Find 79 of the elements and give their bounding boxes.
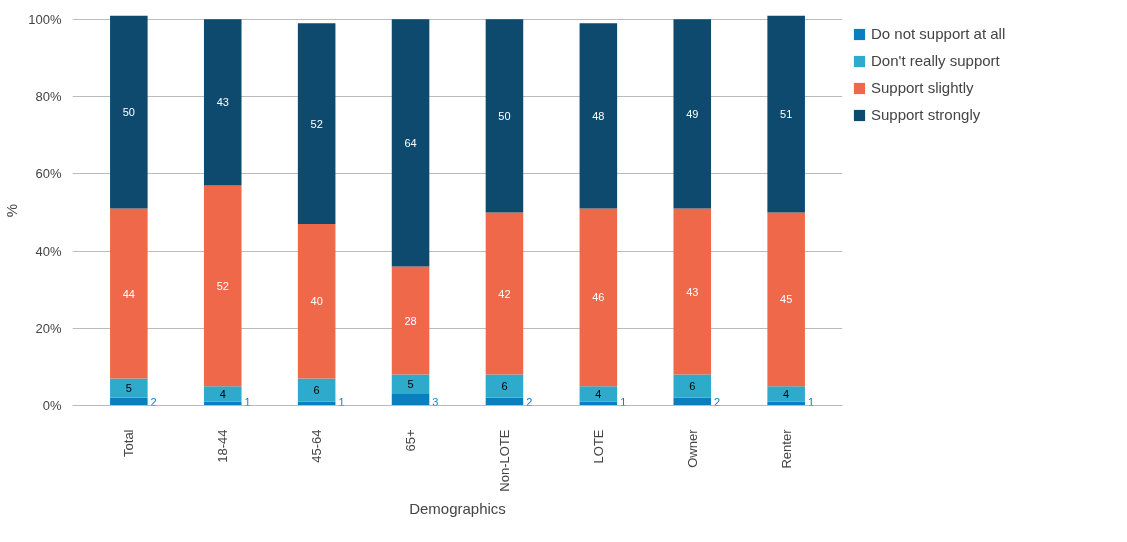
data-label: 1 xyxy=(244,395,251,408)
bar xyxy=(767,386,805,402)
bar xyxy=(391,374,430,394)
y-tick-label: 40% xyxy=(35,243,62,259)
data-label: 2 xyxy=(714,395,721,408)
data-label: 44 xyxy=(122,287,135,300)
data-label: 2 xyxy=(150,395,157,408)
y-tick-label: 20% xyxy=(35,320,62,336)
data-label: 48 xyxy=(592,109,605,122)
bar xyxy=(110,397,148,406)
bar xyxy=(767,15,805,213)
bar xyxy=(767,212,805,387)
x-tick-label: 45-64 xyxy=(309,429,325,463)
bar xyxy=(485,19,524,213)
x-tick-label: Owner xyxy=(684,428,700,468)
x-tick-label: 18-44 xyxy=(215,429,231,463)
bar xyxy=(297,23,336,225)
x-tick-label: Non-LOTE xyxy=(496,429,512,492)
bar xyxy=(110,208,148,379)
legend-label: Do not support at all xyxy=(871,25,1006,42)
data-label: 5 xyxy=(125,382,132,395)
y-tick-label: 80% xyxy=(35,89,62,105)
bar xyxy=(673,19,712,209)
bar xyxy=(110,15,148,209)
data-label: 42 xyxy=(498,287,511,300)
data-label: 45 xyxy=(780,293,793,306)
data-label: 46 xyxy=(592,291,605,304)
data-label: 3 xyxy=(432,395,439,408)
data-label: 51 xyxy=(780,107,793,120)
bar xyxy=(203,386,242,402)
bar xyxy=(485,212,524,375)
data-label: 4 xyxy=(595,387,602,400)
x-tick-label: Renter xyxy=(778,428,794,469)
data-label: 4 xyxy=(783,387,790,400)
y-tick-label: 0% xyxy=(42,398,62,413)
y-tick-label: 100% xyxy=(28,11,62,27)
x-tick-label: Total xyxy=(121,429,137,457)
bar xyxy=(579,208,618,387)
data-label: 40 xyxy=(310,295,323,308)
data-label: 43 xyxy=(216,96,229,109)
legend-label: Support slightly xyxy=(871,79,974,96)
bar xyxy=(579,386,618,402)
bar xyxy=(673,208,712,375)
data-label: 49 xyxy=(686,107,699,120)
data-label: 6 xyxy=(313,384,320,397)
data-label: 6 xyxy=(689,380,696,393)
bar xyxy=(673,397,712,406)
data-label: 5 xyxy=(407,378,414,391)
bar xyxy=(485,374,524,398)
bar xyxy=(203,185,242,387)
y-tick-label: 60% xyxy=(35,166,62,182)
data-label: 28 xyxy=(404,314,417,327)
data-label: 43 xyxy=(686,285,699,298)
x-axis-title: Demographics xyxy=(409,499,506,517)
data-label: 1 xyxy=(807,395,815,408)
bar xyxy=(579,23,618,209)
data-label: 52 xyxy=(216,279,229,292)
data-label: 2 xyxy=(526,395,533,408)
data-label: 4 xyxy=(219,387,226,400)
bar xyxy=(110,378,148,398)
bar xyxy=(297,378,336,402)
x-tick-label: LOTE xyxy=(590,429,606,464)
bar xyxy=(391,266,430,375)
bar xyxy=(297,224,336,379)
data-label: 50 xyxy=(498,109,511,122)
y-axis-title: % xyxy=(3,203,21,218)
data-label: 50 xyxy=(122,106,135,119)
bar xyxy=(391,393,430,406)
data-label: 6 xyxy=(501,380,508,393)
legend-label: Don't really support xyxy=(871,52,1000,69)
bar xyxy=(673,374,712,398)
data-label: 64 xyxy=(404,136,417,149)
data-label: 1 xyxy=(620,395,627,408)
legend-label: Support strongly xyxy=(871,106,981,123)
bar xyxy=(391,19,430,267)
x-tick-label: 65+ xyxy=(403,429,419,452)
data-label: 52 xyxy=(310,117,323,130)
data-label: 1 xyxy=(338,395,345,408)
bar xyxy=(203,19,242,186)
